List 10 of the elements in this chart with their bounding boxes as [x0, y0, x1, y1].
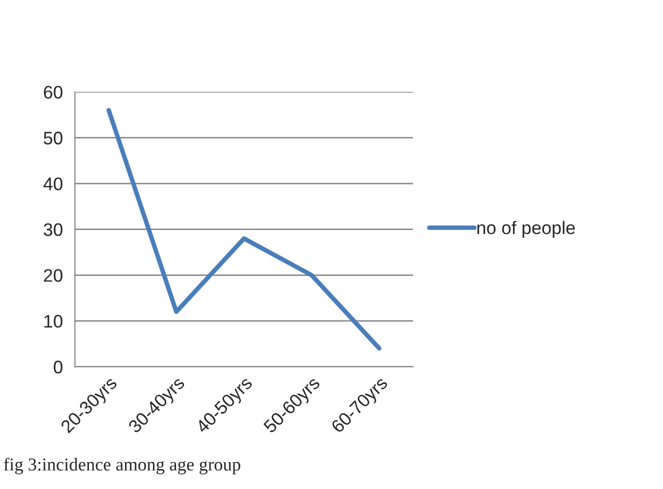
y-tick-label: 40 — [43, 177, 62, 190]
y-tick-label: 10 — [44, 314, 62, 328]
caption: fig 3:incidence among age group — [4, 458, 240, 474]
legend-label: no of people — [477, 220, 575, 238]
y-tick-label: 60 — [44, 86, 62, 99]
y-tick-label: 30 — [44, 223, 62, 236]
y-tick-label: 20 — [44, 269, 62, 282]
y-tick-label: 50 — [44, 132, 62, 144]
line-series — [106, 108, 382, 351]
y-tick-label: 0 — [54, 360, 62, 374]
